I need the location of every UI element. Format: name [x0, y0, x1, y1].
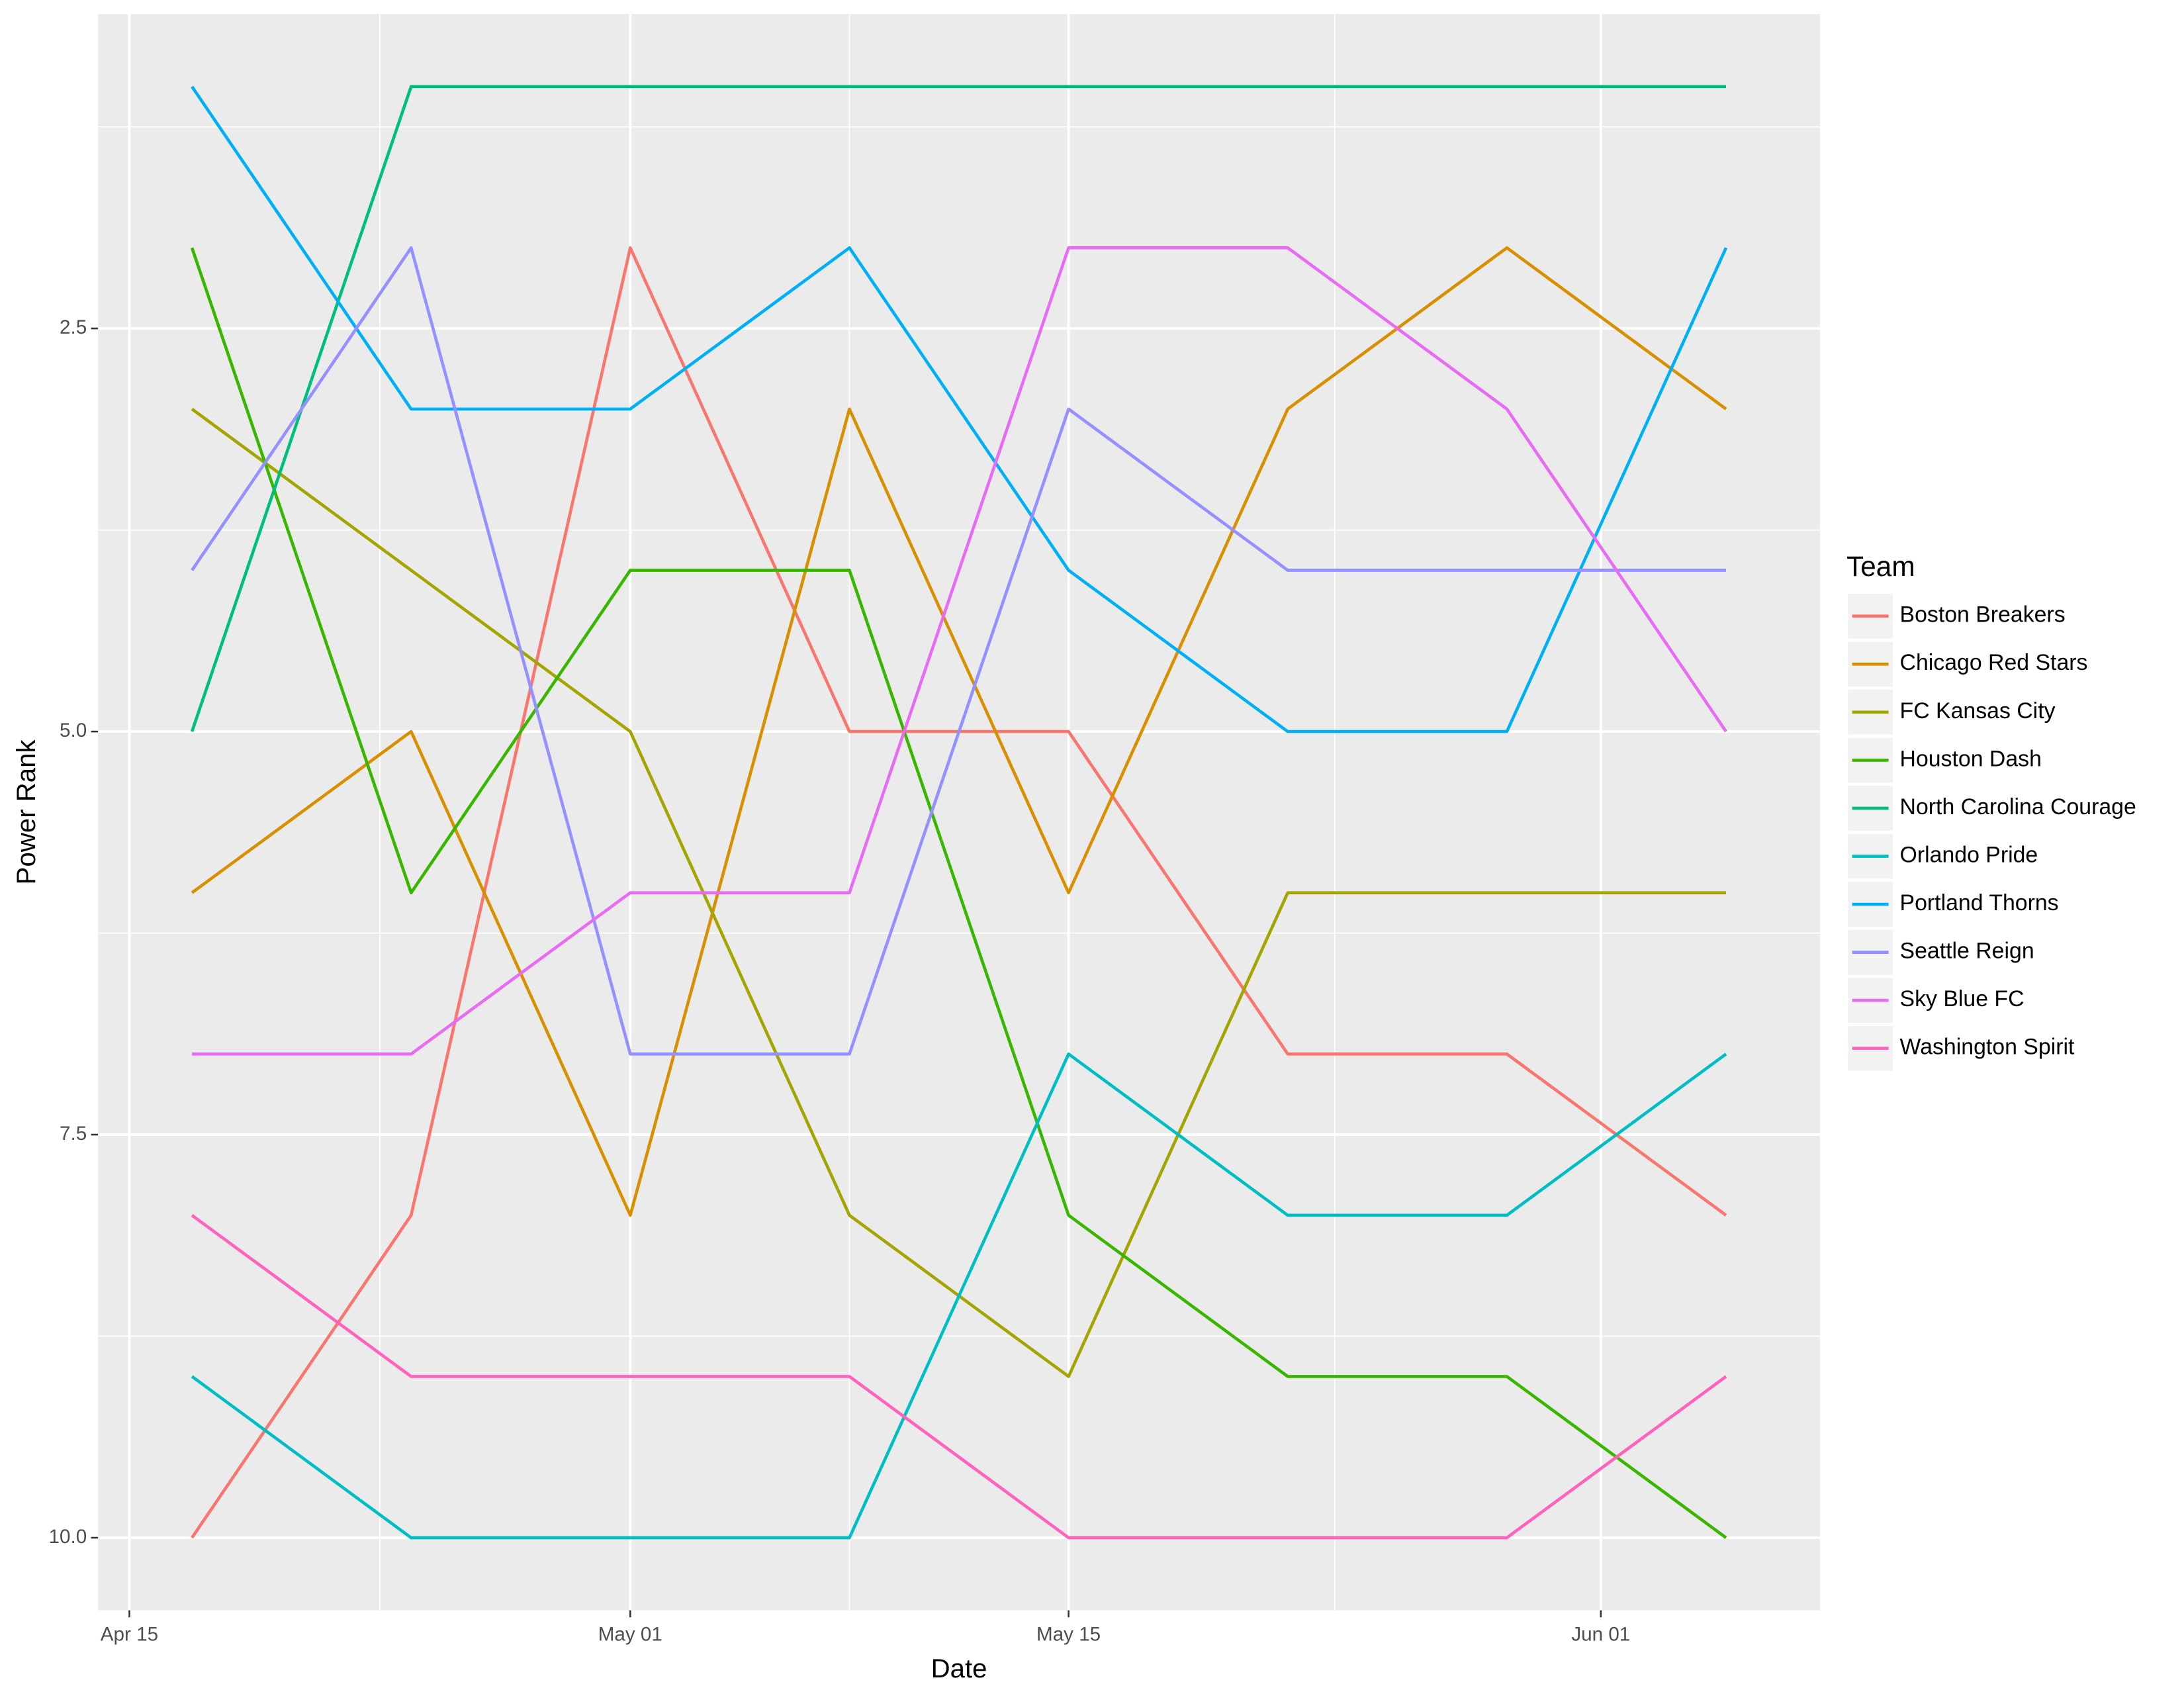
- y-tick-label: 2.5: [60, 316, 87, 338]
- x-tick-label: Jun 01: [1571, 1624, 1630, 1646]
- legend-label: Washington Spirit: [1900, 1035, 2075, 1060]
- x-axis-title: Date: [931, 1654, 987, 1683]
- legend-label: North Carolina Courage: [1900, 794, 2136, 820]
- series-line: [191, 1213, 1727, 1540]
- legend-label: Chicago Red Stars: [1900, 650, 2088, 675]
- series-line: [190, 247, 1727, 1539]
- legend-label: Orlando Pride: [1900, 842, 2038, 867]
- x-tick-label: May 01: [598, 1624, 662, 1646]
- y-axis-title: Power Rank: [11, 739, 41, 885]
- series-line: [190, 85, 1727, 732]
- legend-label: Boston Breakers: [1900, 602, 2066, 628]
- y-tick-label: 10.0: [49, 1526, 87, 1548]
- x-tick-label: May 15: [1036, 1624, 1101, 1646]
- y-tick-label: 5.0: [60, 720, 87, 741]
- series-line: [192, 246, 1727, 1056]
- legend-label: FC Kansas City: [1900, 698, 2056, 724]
- series-line: [191, 246, 1727, 1056]
- legend-label: Portland Thorns: [1900, 890, 2059, 915]
- x-tick-label: Apr 15: [101, 1624, 158, 1646]
- legend-title: Team: [1846, 551, 1915, 582]
- y-tick-label: 7.5: [60, 1123, 87, 1145]
- legend-label: Seattle Reign: [1900, 939, 2034, 964]
- series-line: [191, 246, 1727, 1217]
- series-line: [191, 1052, 1727, 1540]
- legend-label: Sky Blue FC: [1900, 986, 2025, 1011]
- legend-label: Houston Dash: [1900, 746, 2042, 771]
- series-line: [191, 85, 1728, 733]
- panel: [98, 14, 1820, 1611]
